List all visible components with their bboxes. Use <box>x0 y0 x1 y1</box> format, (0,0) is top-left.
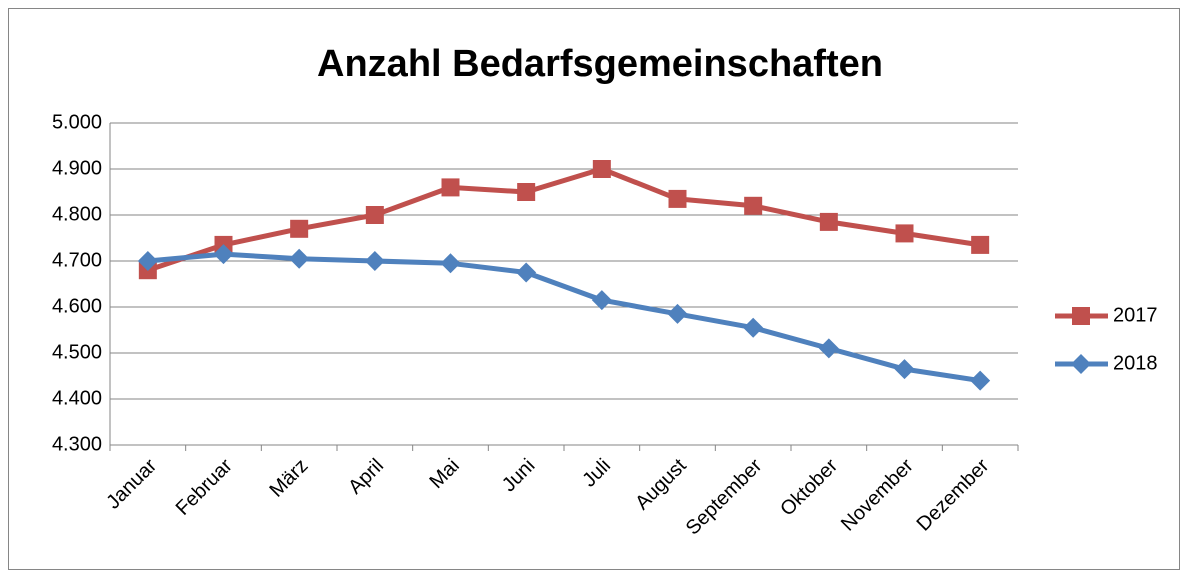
data-point <box>591 290 612 311</box>
y-tick-label: 5.000 <box>52 111 102 133</box>
data-point <box>440 253 461 274</box>
data-point <box>517 183 536 201</box>
y-tick-label: 4.900 <box>52 157 102 179</box>
data-point <box>213 244 234 265</box>
data-point <box>290 219 309 238</box>
y-tick-label: 4.400 <box>52 387 102 409</box>
y-tick-label: 4.300 <box>52 433 102 455</box>
y-tick-label: 4.800 <box>52 203 102 225</box>
data-point <box>516 262 537 283</box>
y-tick-label: 4.500 <box>52 341 102 363</box>
data-point <box>365 206 384 224</box>
chart-frame <box>8 8 1180 570</box>
data-point <box>894 359 915 380</box>
legend-marker <box>1071 354 1091 374</box>
y-tick-label: 4.700 <box>52 249 102 271</box>
data-point <box>668 189 687 208</box>
data-point <box>441 178 460 197</box>
series-line <box>147 251 981 384</box>
data-point <box>818 338 839 359</box>
y-tick-label: 4.600 <box>52 295 102 317</box>
data-point <box>364 251 385 271</box>
data-point <box>970 370 991 391</box>
series-line <box>147 166 981 273</box>
data-point <box>289 248 310 269</box>
data-point <box>592 160 611 178</box>
legend-label: 2017 <box>1113 304 1158 326</box>
data-point <box>971 235 990 254</box>
chart-title: Anzahl Bedarfsgemeinschaften <box>317 43 883 85</box>
data-point <box>667 303 688 324</box>
data-point <box>743 317 764 338</box>
legend-label: 2018 <box>1113 352 1158 374</box>
data-point <box>819 212 838 231</box>
data-point <box>137 251 158 271</box>
data-point <box>895 224 914 243</box>
legend-marker <box>1072 307 1090 325</box>
data-point <box>744 196 763 215</box>
